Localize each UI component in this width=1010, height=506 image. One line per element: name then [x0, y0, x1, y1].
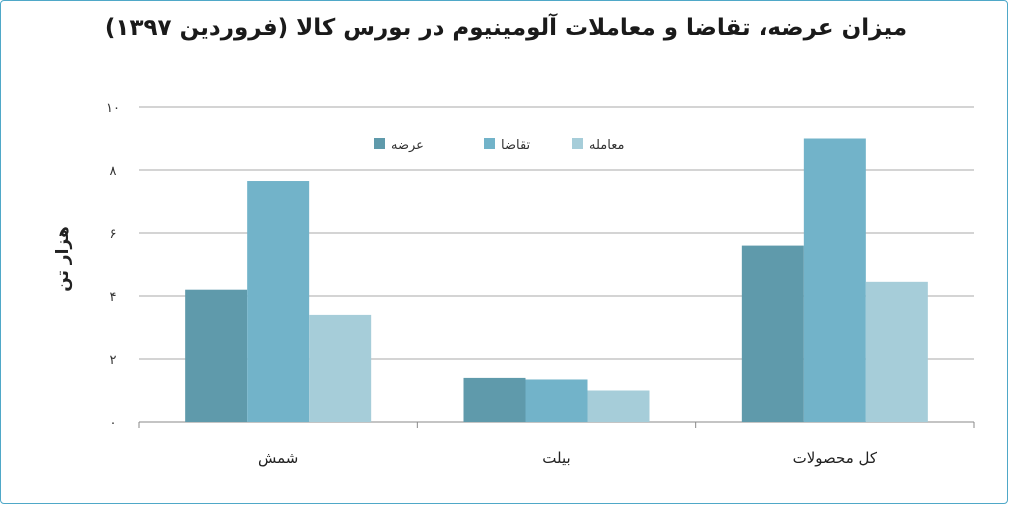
bar-0-0 — [185, 289, 248, 422]
legend-swatch — [374, 138, 385, 149]
y-tick-label: ۴ — [110, 290, 117, 305]
y-tick-label: ۰ — [110, 416, 117, 431]
legend-label: تقاضا — [501, 138, 531, 153]
y-tick-label: ۱۰ — [106, 101, 120, 116]
bar-2-0 — [309, 314, 372, 422]
legend-swatch — [484, 138, 495, 149]
x-tick-label: کل محصولات — [793, 449, 878, 467]
bar-1-0 — [247, 181, 310, 422]
chart-title: میزان عرضه، تقاضا و معاملات آلومینیوم در… — [104, 15, 908, 41]
legend-label: معامله — [589, 138, 624, 153]
x-tick-label: شمش — [258, 449, 298, 467]
bar-2-2 — [865, 281, 928, 422]
bar-1-2 — [803, 138, 866, 422]
y-tick-label: ۲ — [110, 353, 117, 368]
legend-swatch — [572, 138, 583, 149]
y-tick-label: ۶ — [110, 227, 117, 242]
legend-label: عرضه — [391, 138, 424, 153]
y-tick-label: ۸ — [110, 164, 117, 179]
x-tick-label: بیلت — [542, 449, 570, 467]
bar-0-1 — [463, 377, 526, 422]
bar-0-2 — [741, 245, 804, 422]
bar-2-1 — [587, 390, 650, 422]
bar-1-1 — [525, 379, 588, 422]
